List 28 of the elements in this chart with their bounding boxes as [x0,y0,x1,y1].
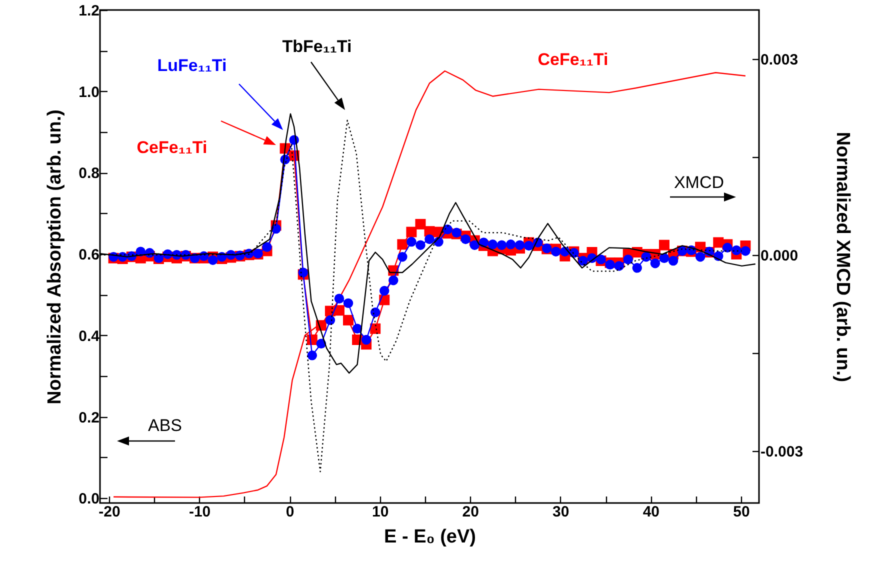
y-tick-label: 0.6 [78,246,100,264]
x-tick-label: 10 [372,504,389,520]
y-tick-label: 0.0 [78,490,100,508]
line-series [112,70,746,498]
y2-tick-label: 0.003 [760,51,798,68]
y-tick-label: 0.2 [78,409,100,426]
y-tick-label: 0.8 [78,165,100,182]
y-tick-label: 1.2 [78,2,100,20]
x-tick-label: 50 [733,504,750,520]
y2-axis-title: Normalized XMCD (arb. un.) [832,132,854,382]
x-tick-label: 20 [462,504,479,520]
y2-tick-label: -0.003 [760,443,804,460]
y-tick-label: 0.4 [78,328,100,345]
annotation: XMCD [674,173,724,192]
text: LuFe₁₁Ti [157,56,227,75]
text: TbFe₁₁Ti [282,37,352,56]
y-axis-title: Normalized Absorption (arb. un.) [44,110,66,404]
x-tick-label: -20 [98,504,120,520]
y-tick-label: 1.0 [78,84,100,101]
text: CeFe₁₁Ti [136,138,208,157]
y2-tick-label: 0.000 [760,247,798,264]
x-tick-label: 0 [286,504,294,520]
x-tick-label: 40 [642,504,660,520]
x-axis-title: E - E₀ (eV) [384,526,476,548]
annotation: ABS [148,416,182,435]
x-tick-label: -10 [188,504,211,520]
series-label: CeFe₁₁Ti [538,50,608,69]
x-tick-label: 30 [552,504,570,520]
